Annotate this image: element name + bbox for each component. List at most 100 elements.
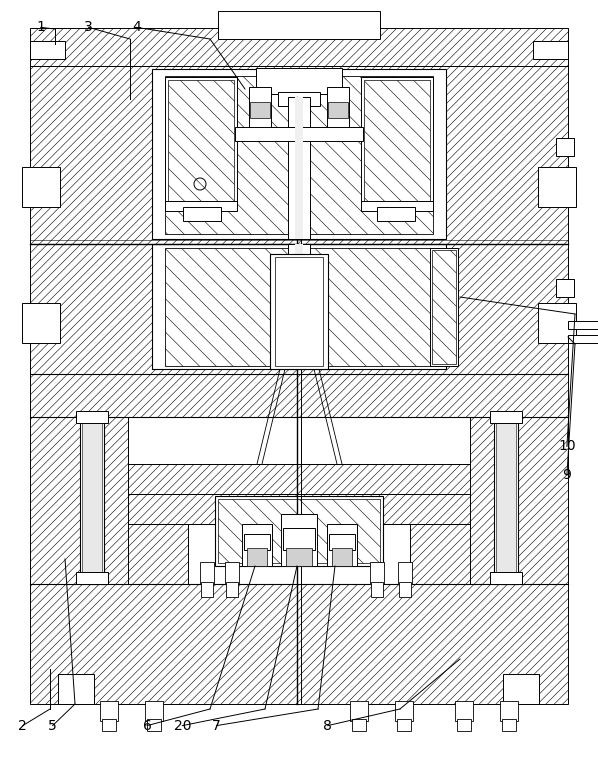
Bar (556, 138, 574, 156)
Bar (270, 254, 328, 369)
Bar (432, 250, 456, 364)
Bar (30, 28, 568, 66)
Bar (371, 582, 383, 597)
Text: 10: 10 (558, 439, 576, 453)
Bar (218, 499, 380, 563)
Bar (494, 417, 518, 584)
Bar (128, 494, 470, 524)
Bar (281, 514, 317, 566)
Bar (328, 102, 348, 118)
Bar (352, 719, 366, 731)
Bar (165, 201, 237, 211)
Bar (370, 562, 384, 584)
Bar (249, 87, 271, 129)
Bar (225, 562, 239, 584)
Bar (361, 77, 433, 207)
Bar (30, 66, 568, 244)
Bar (152, 244, 446, 369)
Bar (165, 77, 237, 207)
Bar (377, 207, 415, 221)
Bar (410, 524, 470, 584)
Bar (398, 562, 412, 584)
Bar (100, 701, 118, 721)
Bar (30, 584, 568, 704)
Bar (286, 548, 312, 566)
Bar (332, 548, 352, 566)
Bar (457, 719, 471, 731)
Text: 8: 8 (324, 719, 332, 732)
Bar (295, 244, 303, 369)
Bar (568, 335, 598, 343)
Bar (147, 719, 161, 731)
Text: 3: 3 (84, 20, 93, 34)
Bar (533, 41, 568, 59)
Bar (200, 562, 214, 584)
Bar (226, 582, 238, 597)
Bar (538, 167, 576, 207)
Bar (364, 80, 430, 204)
Bar (218, 11, 380, 39)
Bar (242, 524, 272, 566)
Text: 7: 7 (212, 719, 221, 732)
Bar (397, 719, 411, 731)
Bar (361, 201, 433, 211)
Bar (76, 572, 108, 584)
Bar (22, 167, 60, 207)
Bar (283, 528, 315, 550)
Bar (201, 582, 213, 597)
Bar (128, 524, 188, 584)
Bar (496, 419, 516, 582)
Bar (30, 244, 568, 374)
Bar (395, 701, 413, 721)
Bar (490, 572, 522, 584)
Bar (327, 524, 357, 566)
Bar (556, 279, 574, 297)
Bar (82, 419, 102, 582)
Bar (58, 674, 94, 704)
Bar (30, 41, 65, 59)
Bar (165, 248, 433, 366)
Bar (76, 411, 108, 423)
Bar (80, 417, 104, 584)
Bar (490, 411, 522, 423)
Bar (538, 303, 576, 343)
Bar (288, 244, 310, 369)
Bar (350, 701, 368, 721)
Bar (500, 701, 518, 721)
Text: 1: 1 (36, 20, 45, 34)
Bar (470, 417, 568, 584)
Bar (329, 534, 355, 550)
Bar (247, 548, 267, 566)
Bar (152, 69, 446, 239)
Bar (256, 68, 342, 94)
Bar (235, 127, 363, 141)
Text: 20: 20 (173, 719, 191, 732)
Text: 5: 5 (48, 719, 57, 732)
Bar (430, 248, 458, 366)
Bar (215, 496, 383, 566)
Bar (250, 102, 270, 118)
Bar (503, 674, 539, 704)
Bar (295, 97, 303, 239)
Bar (244, 534, 270, 550)
Bar (165, 76, 433, 234)
Text: 9: 9 (563, 468, 571, 482)
Bar (568, 321, 598, 329)
Bar (183, 207, 221, 221)
Bar (102, 719, 116, 731)
Bar (399, 582, 411, 597)
Bar (288, 97, 310, 239)
Bar (22, 303, 60, 343)
Text: 4: 4 (132, 20, 141, 34)
Bar (275, 257, 323, 366)
Bar (502, 719, 516, 731)
Bar (168, 80, 234, 204)
Bar (327, 87, 349, 129)
Text: 6: 6 (143, 719, 151, 732)
Bar (128, 464, 470, 494)
Bar (455, 701, 473, 721)
Text: 2: 2 (19, 719, 27, 732)
Bar (30, 374, 568, 417)
Bar (145, 701, 163, 721)
Bar (278, 92, 320, 106)
